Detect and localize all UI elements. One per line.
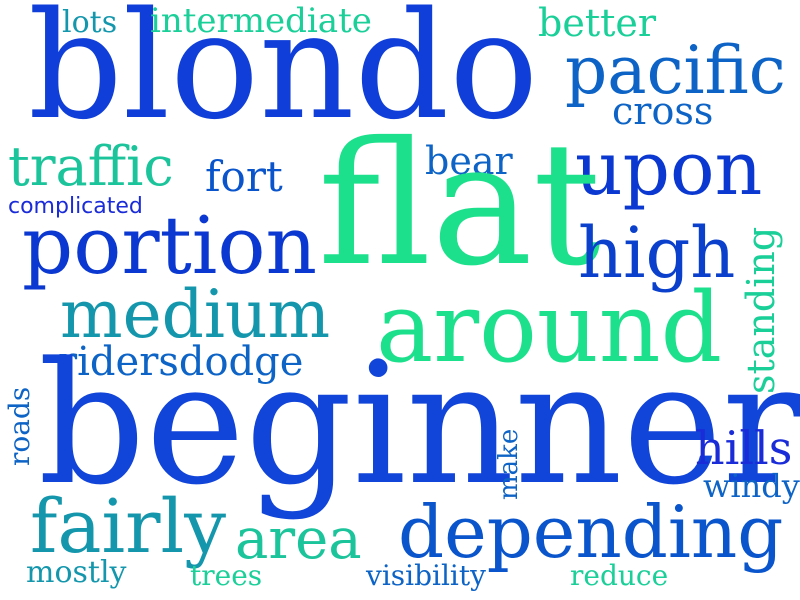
word-area: area <box>235 507 362 572</box>
word-beginner: beginner <box>38 326 800 522</box>
word-roads: roads <box>3 386 36 466</box>
word-lots: lots <box>62 5 118 40</box>
word-medium: medium <box>60 276 331 353</box>
word-upon: upon <box>575 126 763 212</box>
word-ridersdodge: ridersdodge <box>58 339 304 385</box>
word-flat: flat <box>318 106 602 304</box>
word-intermediate: intermediate <box>150 1 372 41</box>
word-portion: portion <box>22 199 318 292</box>
word-pacific: pacific <box>565 32 786 109</box>
word-bear: bear <box>425 139 513 183</box>
word-hills: hills <box>695 421 793 475</box>
word-trees: trees <box>190 559 263 592</box>
word-blondo: blondo <box>28 0 539 152</box>
word-better: better <box>538 1 657 45</box>
word-high: high <box>578 212 736 294</box>
word-reduce: reduce <box>570 559 669 592</box>
word-around: around <box>376 272 723 384</box>
word-mostly: mostly <box>26 555 127 590</box>
word-cross: cross <box>612 89 714 133</box>
word-depending: depending <box>398 490 784 574</box>
word-fairly: fairly <box>30 484 227 570</box>
word-complicated: complicated <box>8 194 143 219</box>
word-fort: fort <box>205 152 283 201</box>
word-windy: windy <box>703 467 800 505</box>
word-visibility: visibility <box>366 559 486 592</box>
word-traffic: traffic <box>8 135 174 198</box>
